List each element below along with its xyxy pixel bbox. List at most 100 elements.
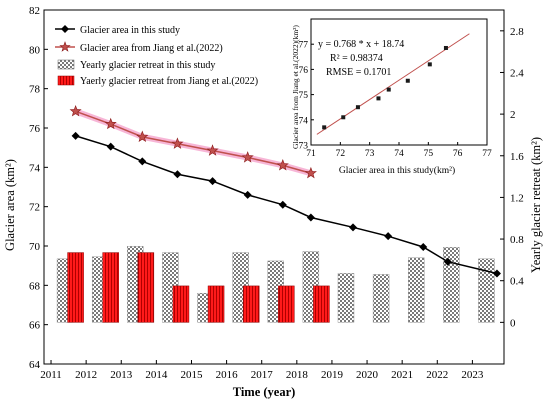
inset-plot: 71 72 73 74 75 76 77 73 74 75 76 77 bbox=[299, 18, 492, 159]
legend: Glacier area in this study Glacier area … bbox=[55, 25, 258, 87]
point-area-jiang bbox=[171, 137, 184, 149]
x-tick-label: 2018 bbox=[286, 369, 309, 381]
x-tick-label: 2020 bbox=[356, 369, 379, 381]
bar-retreat-jiang bbox=[137, 252, 155, 323]
point-area-study bbox=[349, 223, 358, 232]
y2-tick-label: 2.8 bbox=[510, 26, 524, 38]
y-tick-label: 80 bbox=[29, 44, 41, 56]
x-tick-label: 2023 bbox=[461, 369, 484, 381]
point-area-study bbox=[71, 131, 80, 140]
y-tick-label: 70 bbox=[29, 241, 41, 253]
point-area-study bbox=[138, 157, 147, 166]
bar-retreat-study bbox=[478, 258, 495, 323]
x-axis-label: Time (year) bbox=[233, 385, 296, 399]
y2-tick-label: 2 bbox=[510, 109, 516, 121]
inset-frame bbox=[310, 18, 488, 146]
x-tick-label: 2021 bbox=[391, 369, 413, 381]
inset-x-tick-label: 73 bbox=[365, 149, 375, 159]
inset-y-tick-label: 76 bbox=[299, 66, 309, 76]
point-area-jiang bbox=[104, 117, 117, 130]
bar-retreat-jiang bbox=[102, 252, 119, 323]
y2-tick-label: 0.8 bbox=[510, 234, 524, 246]
main-plot: 64 66 68 70 72 74 76 78 80 82 0 0.4 0.8 1.2 1.6 2 2.4 2.8… bbox=[29, 5, 524, 381]
inset-point bbox=[386, 87, 391, 92]
inset-r-squared: R² = 0.98374 bbox=[330, 53, 383, 64]
y-tick-label: 78 bbox=[29, 84, 41, 96]
x-tick-label: 2015 bbox=[180, 369, 203, 381]
y-tick-label: 82 bbox=[29, 5, 40, 17]
point-area-study bbox=[243, 190, 252, 199]
y-tick-label: 68 bbox=[29, 280, 41, 292]
point-area-jiang bbox=[136, 130, 149, 142]
x-tick-label: 2012 bbox=[75, 369, 97, 381]
point-area-jiang bbox=[304, 166, 317, 179]
x-tick-label: 2019 bbox=[321, 369, 344, 381]
bar-retreat-jiang bbox=[67, 252, 84, 323]
inset-x-tick-label: 75 bbox=[424, 149, 434, 159]
point-area-study bbox=[443, 257, 452, 266]
inset-point bbox=[376, 96, 381, 101]
bar-retreat-study bbox=[337, 273, 355, 323]
inset-y-axis-label: Glacier area from Jiang et al.(2022)(km²… bbox=[291, 25, 300, 149]
legend-marker-star bbox=[59, 41, 71, 52]
legend-label-retreat-jiang: Yaerly glacier retreat from Jiang et al.… bbox=[80, 76, 258, 87]
x-tick-label: 2016 bbox=[216, 369, 239, 381]
legend-label-area-jiang: Glacier area from Jiang et al.(2022) bbox=[80, 43, 223, 54]
inset-x-tick-label: 74 bbox=[394, 149, 404, 159]
x-tick-label: 2017 bbox=[251, 369, 274, 381]
inset-point bbox=[322, 125, 327, 130]
y2-tick-label: 1.2 bbox=[510, 192, 524, 204]
y-tick-label: 66 bbox=[29, 320, 41, 332]
point-area-jiang bbox=[276, 159, 289, 171]
bar-retreat-study bbox=[443, 247, 460, 323]
bar-retreat-study bbox=[408, 257, 425, 323]
y2-tick-label: 0.4 bbox=[510, 276, 524, 288]
inset-y-tick-label: 74 bbox=[299, 116, 309, 126]
y-tick-label: 74 bbox=[29, 162, 41, 174]
inset-point bbox=[341, 115, 346, 120]
point-area-jiang bbox=[206, 144, 219, 156]
inset-rmse: RMSE = 0.1701 bbox=[326, 67, 391, 78]
point-area-jiang bbox=[69, 104, 82, 117]
line-area-jiang bbox=[75, 110, 312, 174]
bar-retreat-jiang bbox=[242, 285, 260, 323]
point-area-study bbox=[106, 142, 115, 151]
point-area-jiang bbox=[241, 151, 254, 163]
bar-retreat-study bbox=[372, 274, 390, 323]
inset-y-tick-label: 75 bbox=[299, 91, 309, 101]
inset-x-tick-label: 77 bbox=[482, 149, 492, 159]
x-tick-label: 2011 bbox=[40, 369, 62, 381]
inset-point bbox=[355, 105, 360, 110]
x-tick-label: 2013 bbox=[110, 369, 133, 381]
point-area-study bbox=[278, 200, 287, 209]
inset-point bbox=[443, 45, 448, 50]
inset-point bbox=[427, 62, 432, 67]
point-area-study bbox=[384, 232, 393, 241]
legend-swatch-retreat-study bbox=[57, 59, 75, 70]
bar-retreat-jiang bbox=[172, 285, 190, 323]
inset-point bbox=[405, 78, 410, 83]
inset-x-tick-label: 72 bbox=[336, 149, 346, 159]
y2-axis-label: Yearly glacier retreat (km²) bbox=[529, 137, 543, 273]
inset-fit-equation: y = 0.768 * x + 18.74 bbox=[318, 39, 404, 50]
y2-tick-label: 2.4 bbox=[510, 67, 524, 79]
inset-y-tick-label: 73 bbox=[299, 142, 309, 152]
bar-retreat-jiang bbox=[207, 285, 225, 323]
y-axis-label: Glacier area (km²) bbox=[3, 159, 17, 251]
x-tick-label: 2014 bbox=[145, 369, 168, 381]
inset-annotations: y = 0.768 * x + 18.74 R² = 0.98374 RMSE … bbox=[318, 39, 404, 78]
inset-y-tick-label: 77 bbox=[299, 41, 309, 51]
legend-swatch-retreat-jiang bbox=[57, 75, 75, 86]
y2-tick-label: 1.6 bbox=[510, 151, 524, 163]
point-area-study bbox=[492, 269, 501, 278]
inset-x-tick-label: 71 bbox=[306, 149, 316, 159]
bar-retreat-jiang bbox=[313, 285, 330, 323]
y2-tick-label: 0 bbox=[510, 317, 516, 329]
y-tick-label: 72 bbox=[29, 202, 40, 214]
point-area-study bbox=[173, 170, 182, 179]
point-area-study bbox=[419, 242, 428, 251]
legend-marker-diamond bbox=[61, 25, 69, 33]
plot-frame bbox=[43, 9, 505, 365]
legend-label-area-study: Glacier area in this study bbox=[80, 25, 180, 36]
